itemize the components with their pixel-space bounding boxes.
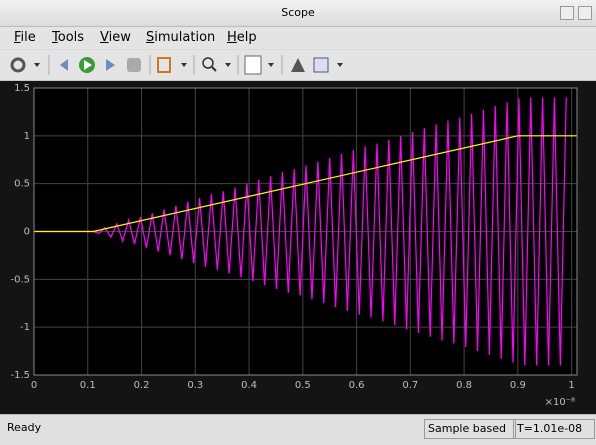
x-tick-label: 0.2 [134, 380, 150, 391]
step-forward-button[interactable] [106, 59, 115, 71]
y-tick-label: -1 [20, 322, 30, 333]
plot-area: ×10⁻⁸ -1.5 -1 -0.5 0 0.5 1 1.5 0 0.1 0.2 0.3 0.4 0.5… [0, 81, 596, 414]
y-tick-label: 0 [24, 227, 30, 238]
menu-item[interactable]: File [14, 30, 36, 45]
x-tick-label: 0.6 [349, 380, 365, 391]
axes-frame [33, 87, 578, 376]
x-scale-label: ×10⁻⁸ [545, 397, 575, 408]
autoscale-button[interactable] [244, 55, 262, 75]
menu-bar: File Tools View Simulation Help [0, 27, 596, 49]
title-bar: Scope [0, 0, 596, 27]
menu-item[interactable]: Simulation [146, 30, 216, 45]
window-title: Scope [281, 6, 315, 19]
chart: ×10⁻⁸ -1.5 -1 -0.5 0 0.5 1 1.5 0 0.1 0.2 0.3 0.4 0.5… [10, 83, 578, 408]
menu-item[interactable]: Help [227, 30, 257, 45]
maximize-button[interactable] [578, 6, 592, 20]
stop-button[interactable] [127, 58, 141, 72]
y-tick-label: -0.5 [10, 274, 30, 285]
x-tick-label: 0.1 [80, 380, 96, 391]
step-back-button[interactable] [60, 59, 68, 71]
y-tick-label: 1 [24, 131, 30, 142]
edit-button[interactable] [313, 57, 329, 73]
style-button[interactable] [291, 58, 305, 72]
settings-button[interactable] [10, 57, 26, 73]
signal-line [34, 97, 567, 366]
status-mode: Sample based [424, 419, 516, 439]
y-tick-label: -1.5 [10, 370, 30, 381]
x-tick-label: 0.4 [241, 380, 257, 391]
zoom-button[interactable] [202, 57, 214, 69]
x-tick-label: 0 [31, 380, 37, 391]
menu-item[interactable]: View [100, 30, 131, 45]
toolbar-icons [10, 55, 343, 75]
x-tick-label: 0.9 [510, 380, 526, 391]
minimize-button[interactable] [560, 6, 574, 20]
status-bar: Ready Sample based T=1.01e-08 [0, 414, 596, 445]
x-tick-label: 0.5 [295, 380, 311, 391]
menu-item[interactable]: Tools [52, 30, 85, 45]
y-tick-label: 0.5 [14, 179, 30, 190]
status-time: T=1.01e-08 [513, 419, 595, 439]
highlight-button[interactable] [157, 57, 171, 73]
toolbar [0, 50, 596, 81]
x-tick-label: 0.3 [187, 380, 203, 391]
status-text: Ready [7, 421, 42, 434]
x-tick-label: 0.7 [402, 380, 418, 391]
dropdown[interactable] [34, 63, 40, 67]
x-tick-label: 0.8 [456, 380, 472, 391]
signal-line [34, 135, 577, 233]
x-tick-label: 1 [568, 380, 574, 391]
y-tick-label: 1.5 [14, 83, 30, 94]
